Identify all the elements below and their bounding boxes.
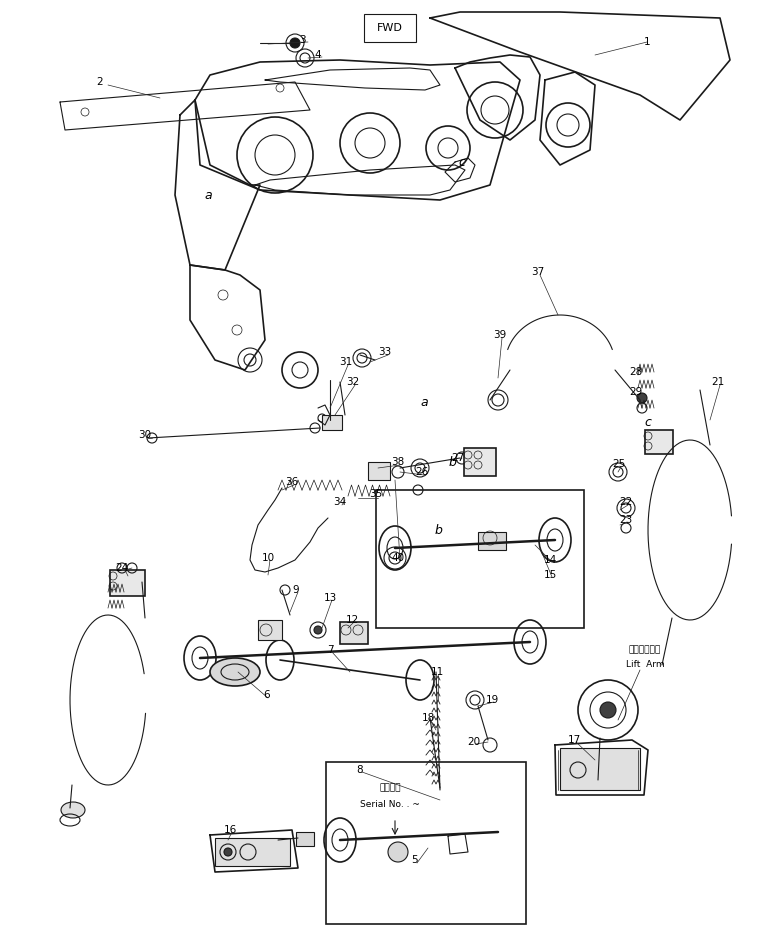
Text: 15: 15 [543,570,557,580]
Text: 17: 17 [568,735,581,745]
Circle shape [318,414,326,422]
Text: 3: 3 [298,35,305,45]
Text: c: c [459,155,465,168]
Bar [215,838,290,866]
Bar [464,448,496,476]
Text: 23: 23 [620,515,633,525]
Text: c: c [645,416,652,429]
Text: 22: 22 [620,497,633,507]
Text: 6: 6 [264,690,270,700]
Bar [322,415,342,430]
Bar [376,490,584,628]
Text: 39: 39 [494,330,507,340]
Text: 31: 31 [340,357,353,367]
Bar [368,462,390,480]
Text: 通用号码: 通用号码 [379,783,401,792]
Text: 24: 24 [115,563,129,573]
Text: 20: 20 [468,737,481,747]
Text: 27: 27 [452,453,465,463]
Text: a: a [204,189,212,202]
Bar [340,622,368,644]
Text: 40: 40 [391,553,404,563]
Ellipse shape [210,658,260,686]
Text: 19: 19 [485,695,499,705]
Bar [645,430,673,454]
Text: 32: 32 [346,377,359,387]
Text: 30: 30 [138,430,152,440]
Text: 14: 14 [543,555,557,565]
Circle shape [290,38,300,48]
Text: 34: 34 [333,497,346,507]
Text: a: a [420,395,428,408]
Text: Lift  Arm: Lift Arm [626,659,665,669]
Text: FWD: FWD [377,23,403,33]
Bar [326,762,526,924]
Circle shape [314,626,322,634]
Text: 21: 21 [711,377,725,387]
Text: 18: 18 [421,713,435,723]
Text: 4: 4 [314,50,321,60]
Text: 33: 33 [378,347,391,357]
Text: 35: 35 [369,489,382,499]
Bar [364,14,416,42]
Bar [258,620,282,640]
Text: 11: 11 [430,667,443,677]
Text: 28: 28 [629,367,642,377]
Text: 7: 7 [327,645,333,655]
Text: 37: 37 [531,267,545,277]
Bar [478,532,506,550]
Text: 13: 13 [324,593,336,603]
Text: Serial No. . ~: Serial No. . ~ [360,800,420,808]
Text: 29: 29 [629,387,642,397]
Bar [560,748,640,790]
Circle shape [600,702,616,718]
Text: 2: 2 [97,77,103,87]
Text: 5: 5 [412,855,418,865]
Text: 12: 12 [346,615,359,625]
Ellipse shape [61,802,85,818]
Bar [296,832,314,846]
Text: 8: 8 [356,765,363,775]
Text: 25: 25 [613,459,626,469]
Text: 38: 38 [391,457,404,467]
Circle shape [388,842,408,862]
Text: b: b [448,456,456,469]
Circle shape [637,393,647,403]
Circle shape [224,848,232,856]
Text: b: b [434,524,442,537]
Text: 10: 10 [262,553,275,563]
Text: リフトアーム: リフトアーム [629,645,661,655]
Text: 16: 16 [224,825,237,835]
Text: 1: 1 [644,37,650,47]
Text: 9: 9 [293,585,299,595]
Bar [110,570,145,596]
Text: 36: 36 [285,477,298,487]
Text: 26: 26 [415,467,429,477]
